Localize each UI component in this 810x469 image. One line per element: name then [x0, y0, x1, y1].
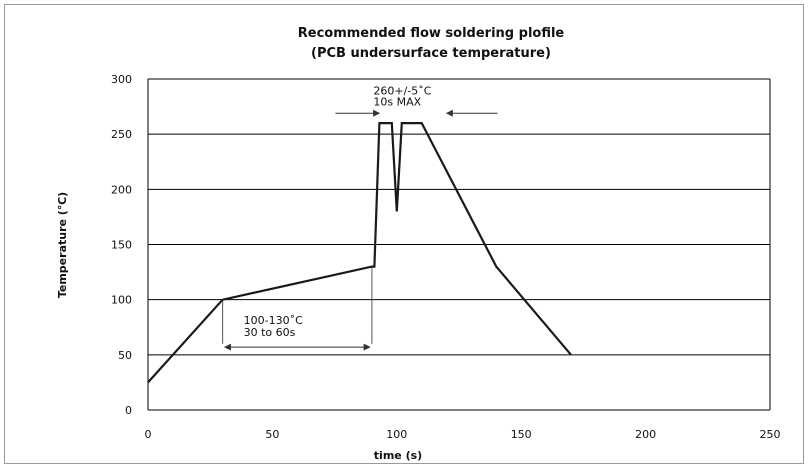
temperature-profile-line	[147, 121, 572, 384]
y-tick-150: 150	[111, 239, 132, 252]
y-tick-300: 300	[111, 73, 132, 86]
grid-lines	[148, 78, 770, 356]
x-tick-50: 50	[265, 428, 279, 441]
x-tick-250: 250	[760, 428, 781, 441]
x-axis-label: time (s)	[374, 449, 422, 462]
y-tick-250: 250	[111, 128, 132, 141]
x-tick-100: 100	[386, 428, 407, 441]
x-tick-150: 150	[511, 428, 532, 441]
profile-points	[147, 123, 571, 383]
y-tick-100: 100	[111, 294, 132, 307]
y-tick-50: 50	[118, 349, 132, 362]
peak-time-label: 10s MAX	[373, 95, 421, 108]
preheat-time-label: 30 to 60s	[244, 326, 296, 339]
y-tick-labels: 0 50 100 150 200 250 300	[111, 73, 132, 417]
chart-subtitle: (PCB undersurface temperature)	[311, 46, 551, 61]
chart-frame: Recommended flow soldering plofile (PCB …	[4, 4, 804, 464]
y-tick-0: 0	[125, 404, 132, 417]
y-axis-label: Temperature (℃)	[56, 192, 69, 298]
x-tick-labels: 0 50 100 150 200 250	[145, 428, 781, 441]
y-tick-200: 200	[111, 183, 132, 196]
chart-title: Recommended flow soldering plofile	[298, 26, 565, 41]
peak-temp-label: 260+/-5˚C	[373, 84, 431, 97]
soldering-profile-chart: Recommended flow soldering plofile (PCB …	[56, 26, 781, 462]
annotations: 100-130˚C 30 to 60s 260+/-5˚C 10s MAX	[222, 84, 498, 351]
x-tick-200: 200	[635, 428, 656, 441]
preheat-temp-label: 100-130˚C	[244, 314, 303, 327]
x-tick-0: 0	[145, 428, 152, 441]
